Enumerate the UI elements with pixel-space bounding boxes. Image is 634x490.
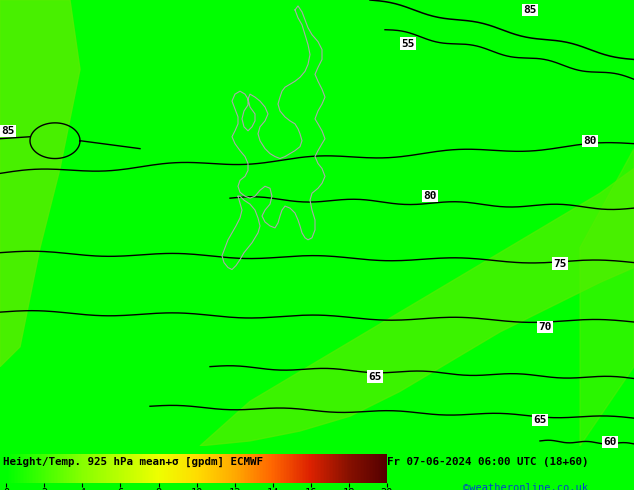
Polygon shape <box>0 0 80 367</box>
Text: 80: 80 <box>424 191 437 201</box>
Text: ©weatheronline.co.uk: ©weatheronline.co.uk <box>463 483 588 490</box>
Text: 85: 85 <box>1 126 15 136</box>
Text: 85: 85 <box>523 5 537 15</box>
Polygon shape <box>580 148 634 446</box>
Text: 65: 65 <box>368 371 382 382</box>
Text: 75: 75 <box>553 259 567 269</box>
Polygon shape <box>200 169 634 446</box>
Text: Fr 07-06-2024 06:00 UTC (18+60): Fr 07-06-2024 06:00 UTC (18+60) <box>387 457 588 467</box>
Text: 80: 80 <box>583 136 597 146</box>
Text: 60: 60 <box>603 437 617 447</box>
Text: 65: 65 <box>533 415 547 425</box>
Text: Height/Temp. 925 hPa mean+σ [gpdm] ECMWF: Height/Temp. 925 hPa mean+σ [gpdm] ECMWF <box>3 457 263 467</box>
Text: 55: 55 <box>401 39 415 49</box>
Text: 70: 70 <box>538 322 552 332</box>
